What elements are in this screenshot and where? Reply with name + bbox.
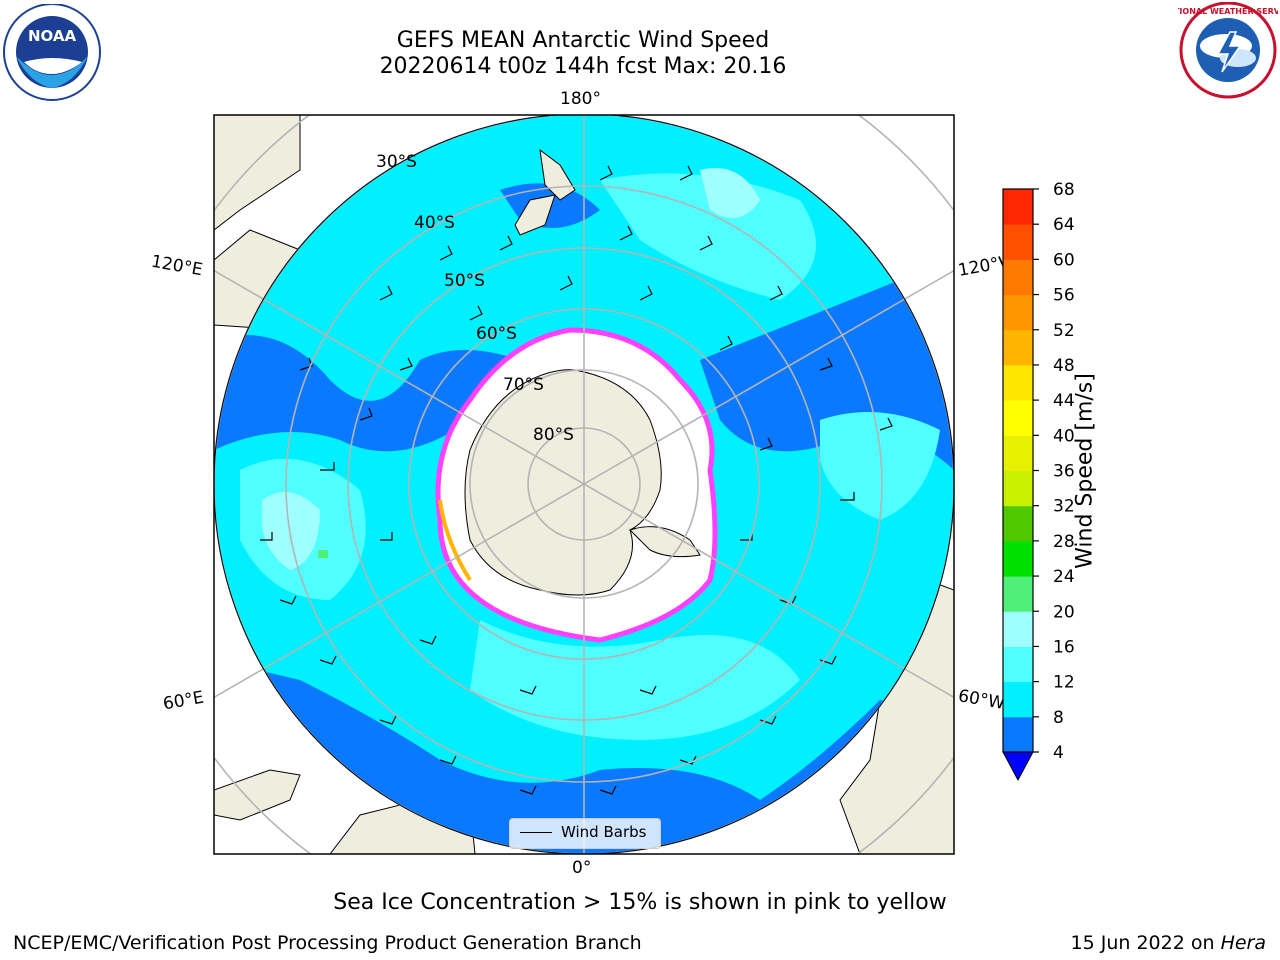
colorbar-tick-label: 40: [1053, 426, 1075, 446]
colorbar-tick-label: 64: [1053, 215, 1075, 235]
colorbar-swatch: [1003, 435, 1033, 471]
lon-label-180: 180°: [560, 89, 601, 109]
wind-patch-green: [318, 550, 328, 558]
noaa-logo: NOAA: [3, 4, 101, 101]
colorbar-swatch: [1003, 576, 1033, 612]
wind-band-dark-1: [214, 335, 520, 452]
colorbar-tick-label: 28: [1053, 532, 1075, 552]
colorbar-swatch: [1003, 540, 1033, 577]
sea-ice-edge-yellow: [438, 499, 472, 582]
footer-date: 15 Jun 2022 on: [1070, 932, 1221, 954]
lat-label-40s: 40°S: [414, 213, 455, 233]
lat-label-30s: 30°S: [376, 152, 417, 172]
lat-label-60s: 60°S: [476, 324, 517, 344]
footer-left: NCEP/EMC/Verification Post Processing Pr…: [13, 932, 642, 954]
colorbar-tick-label: 60: [1053, 250, 1075, 270]
colorbar-tick-label: 44: [1053, 391, 1075, 411]
land-madagascar: [214, 769, 301, 821]
lat-label-80s: 80°S: [533, 425, 574, 445]
wind-patch-lighter-2: [262, 492, 320, 570]
wind-patch-lighter-1: [700, 168, 760, 218]
colorbar-tick-label: 16: [1053, 637, 1075, 657]
map-frame: [213, 114, 955, 855]
colorbar-tick-label: 32: [1053, 497, 1075, 517]
colorbar-tick-label: 12: [1053, 673, 1075, 693]
wind-barbs: [260, 165, 893, 795]
colorbar-tick-label: 24: [1053, 567, 1075, 587]
lat-label-50s: 50°S: [444, 271, 485, 291]
colorbar-swatch: [1003, 470, 1033, 507]
wind-patch-light-2: [470, 620, 800, 740]
colorbar-swatch: [1003, 189, 1033, 225]
colorbar-swatch: [1003, 329, 1033, 366]
colorbar-tick-label: 36: [1053, 462, 1075, 482]
colorbar-tick-label: 68: [1053, 180, 1075, 200]
colorbar-swatch: [1003, 294, 1033, 331]
lat-label-70s: 70°S: [503, 375, 544, 395]
legend-label: Wind Barbs: [561, 823, 647, 841]
colorbar-tick-label: 48: [1053, 356, 1075, 376]
colorbar-swatch: [1003, 505, 1033, 542]
nws-ring-text: NATIONAL WEATHER SERVICE: [1178, 7, 1278, 16]
lon-label-0: 0°: [572, 858, 592, 878]
colorbar-swatch: [1003, 364, 1033, 401]
colorbar-tick-label: 20: [1053, 602, 1075, 622]
sea-ice-caption: Sea Ice Concentration > 15% is shown in …: [333, 890, 947, 915]
colorbar-swatch: [1003, 681, 1033, 718]
colorbar-tick-label: 4: [1053, 743, 1064, 763]
colorbar-tick-label: 8: [1053, 708, 1064, 728]
land-australia-upper: [214, 115, 301, 231]
colorbar-tick-label: 52: [1053, 321, 1075, 341]
colorbar-swatch: [1003, 259, 1033, 296]
land-new-zealand-south: [514, 194, 556, 236]
colorbar-swatch: [1003, 400, 1033, 436]
colorbar-swatch: [1003, 716, 1033, 753]
footer-machine: Hera: [1220, 932, 1266, 954]
chart-title: GEFS MEAN Antarctic Wind Speed: [396, 28, 770, 53]
colorbar-swatch: [1003, 611, 1033, 647]
colorbar-swatches: [1003, 189, 1033, 753]
land-antarctica: [464, 369, 662, 596]
colorbar-extend-triangle: [1002, 751, 1034, 782]
colorbar-label: Wind Speed [m/s]: [1072, 373, 1098, 569]
colorbar-swatch: [1003, 224, 1033, 260]
legend-barb-swatch: [520, 832, 552, 833]
colorbar-tick-label: 56: [1053, 286, 1075, 306]
footer-right: 15 Jun 2022 on Hera: [1071, 932, 1266, 954]
chart-subtitle: 20220614 t00z 144h fcst Max: 20.16: [379, 54, 787, 79]
noaa-logo-text: NOAA: [28, 27, 77, 45]
legend-box: Wind Barbs: [509, 818, 661, 849]
colorbar-swatch: [1003, 646, 1033, 683]
wind-patch-light-4: [820, 412, 940, 520]
nws-logo: NATIONAL WEATHER SERVICE: [1178, 2, 1278, 99]
